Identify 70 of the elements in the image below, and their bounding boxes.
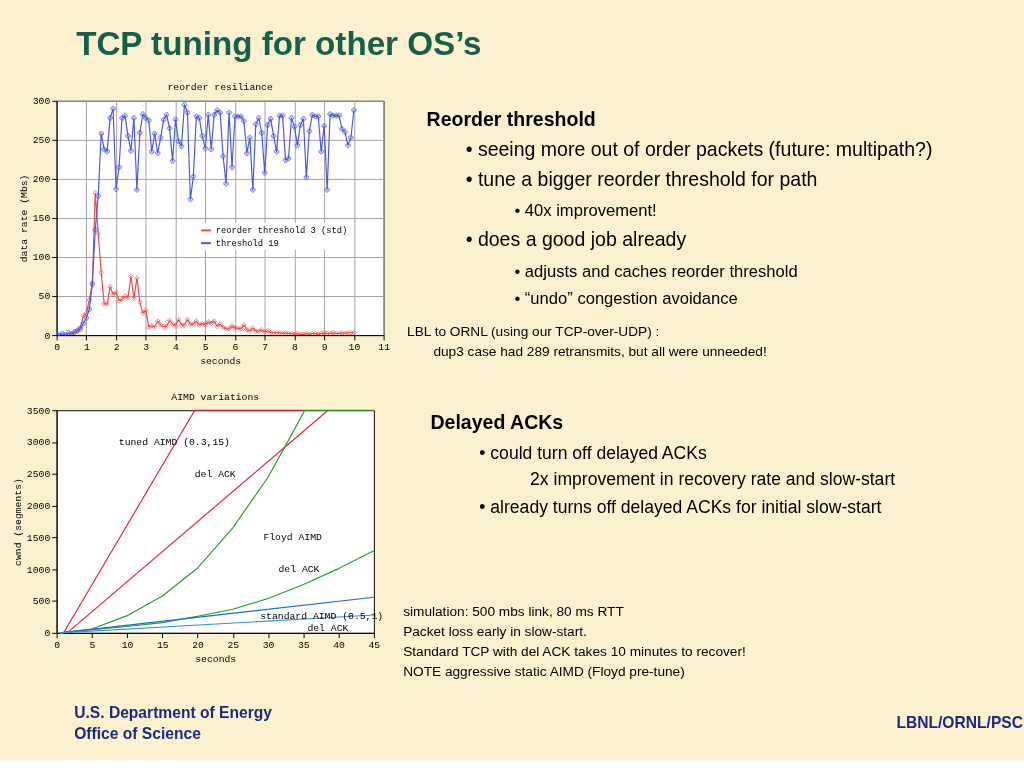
y-tick-label: 500 (32, 596, 51, 608)
text: • 40x improvement! (514, 201, 657, 220)
x-tick-label: 5 (89, 639, 96, 651)
y-tick-label: 150 (32, 213, 51, 225)
x-tick-label: 10 (121, 639, 134, 651)
text: LBNL/ORNL/PSC (896, 713, 1024, 731)
legend-label: threshold 19 (215, 239, 279, 250)
y-tick-label: 100 (32, 252, 51, 264)
y-axis-title: cwnd (segments) (12, 478, 24, 566)
x-tick-label: 35 (298, 639, 310, 651)
y-tick-label: 250 (32, 135, 51, 147)
text: TCP tuning for other OS’s (76, 24, 482, 62)
y-tick-label: 0 (44, 330, 51, 342)
x-tick-label: 45 (368, 639, 381, 651)
text: U.S. Department of Energy (74, 703, 273, 721)
y-tick-label: 3500 (26, 405, 51, 417)
text: • could turn off delayed ACKs (479, 443, 707, 464)
x-tick-label: 10 (348, 342, 361, 354)
x-tick-label: 20 (192, 639, 205, 651)
x-tick-label: 8 (292, 342, 299, 354)
chart-title: AIMD variations (171, 391, 260, 403)
y-tick-label: 0 (44, 628, 51, 640)
text: • already turns off delayed ACKs for initial slow-start (479, 496, 882, 517)
annotation: Floyd AIMD (263, 532, 323, 544)
text: dup3 case had 289 retransmits, but all were unneeded! (433, 343, 767, 359)
annotation: del ACK (307, 622, 349, 634)
x-tick-label: 2 (113, 342, 120, 354)
x-tick-label: 11 (378, 342, 391, 354)
y-tick-label: 200 (32, 174, 51, 186)
x-tick-label: 3 (143, 342, 150, 354)
x-tick-label: 40 (333, 639, 346, 651)
y-axis-title: data rate (Mbs) (18, 174, 30, 263)
x-tick-label: 1 (83, 342, 90, 354)
y-tick-label: 300 (32, 96, 51, 108)
x-tick-label: 6 (232, 342, 239, 354)
text: Packet loss early in slow-start. (403, 623, 587, 639)
y-tick-label: 2500 (26, 469, 51, 481)
y-tick-label: 1500 (26, 532, 51, 544)
x-axis-title: seconds (195, 653, 237, 665)
x-tick-label: 7 (262, 342, 269, 354)
y-tick-label: 50 (38, 291, 51, 303)
x-tick-label: 0 (54, 639, 61, 651)
x-tick-label: 25 (227, 639, 240, 651)
chart-title: reorder resiliance (167, 82, 273, 94)
x-tick-label: 9 (321, 342, 328, 354)
text: simulation: 500 mbs link, 80 ms RTT (403, 604, 625, 620)
text: Delayed ACKs (430, 410, 564, 433)
text: • tune a bigger reorder threshold for path (465, 167, 818, 190)
annotation: del ACK (278, 564, 320, 576)
text: • does a good job already (465, 228, 687, 251)
legend-label: reorder threshold 3 (std) (215, 226, 348, 237)
text: 2x improvement in recovery rate and slow-start (530, 469, 896, 490)
y-tick-label: 3000 (26, 437, 51, 449)
text: LBL to ORNL (using our TCP-over-UDP) : (407, 324, 660, 340)
x-tick-label: 4 (173, 342, 180, 354)
text: • seeing more out of order packets (future: multipath?) (465, 138, 933, 161)
text: Office of Science (74, 725, 202, 743)
y-tick-label: 2000 (26, 501, 51, 513)
text: NOTE aggressive static AIMD (Floyd pre-tune) (403, 663, 685, 679)
x-axis-title: seconds (200, 355, 242, 367)
text: • “undo” congestion avoidance (514, 288, 738, 308)
text: Reorder threshold (426, 108, 596, 131)
x-tick-label: 0 (54, 342, 61, 354)
x-tick-label: 5 (202, 342, 209, 354)
annotation: del ACK (194, 468, 236, 480)
text: Standard TCP with del ACK takes 10 minutes to recover! (403, 644, 746, 660)
x-tick-label: 15 (157, 639, 169, 651)
y-tick-label: 1000 (26, 564, 51, 576)
text: • adjusts and caches reorder threshold (514, 261, 798, 281)
x-tick-label: 30 (262, 639, 275, 651)
